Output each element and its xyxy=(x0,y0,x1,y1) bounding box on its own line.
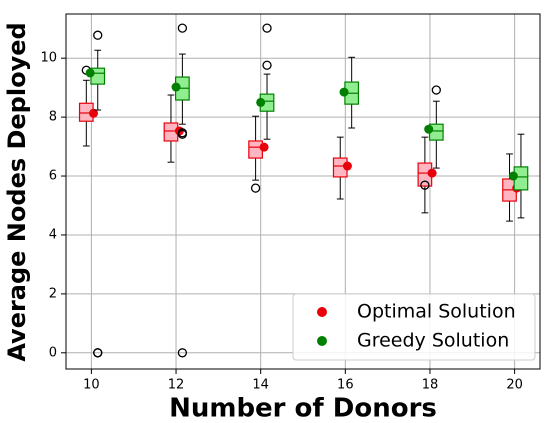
x-tick-label: 16 xyxy=(337,378,354,393)
y-tick-label: 2 xyxy=(49,286,57,301)
legend-label: Greedy Solution xyxy=(357,330,509,352)
outlier xyxy=(420,180,430,190)
outlier xyxy=(262,60,272,70)
mean-point xyxy=(508,171,518,181)
mean-point xyxy=(89,108,99,118)
x-tick-label: 14 xyxy=(252,378,269,393)
y-tick-label: 4 xyxy=(49,227,57,242)
y-tick-label: 6 xyxy=(49,169,57,184)
outlier xyxy=(93,348,103,358)
outlier xyxy=(177,23,188,33)
legend-marker xyxy=(317,336,327,346)
mean-point xyxy=(85,68,95,78)
outlier xyxy=(431,85,441,95)
mean-point xyxy=(424,124,434,134)
x-axis-label: Number of Donors xyxy=(169,394,437,423)
x-tick-label: 20 xyxy=(506,378,523,393)
mean-point xyxy=(171,82,181,92)
y-tick-label: 0 xyxy=(49,345,57,360)
mean-point xyxy=(339,87,349,97)
x-tick-label: 12 xyxy=(168,378,185,393)
outlier xyxy=(250,183,261,193)
legend-marker xyxy=(317,307,327,317)
mean-point xyxy=(342,161,352,171)
mean-point xyxy=(256,97,266,107)
x-tick-label: 18 xyxy=(422,378,439,393)
y-axis-label: Average Nodes Deployed xyxy=(3,22,31,361)
outlier xyxy=(177,129,188,139)
x-tick-label: 10 xyxy=(83,378,100,393)
y-tick-label: 8 xyxy=(49,110,57,125)
y-tick-label: 10 xyxy=(40,51,57,66)
legend-box xyxy=(292,293,536,361)
mean-point xyxy=(427,168,437,178)
plot-frame xyxy=(65,13,541,370)
outlier xyxy=(93,30,103,40)
outlier xyxy=(262,23,272,33)
outlier xyxy=(177,348,188,358)
mean-point xyxy=(259,142,269,152)
legend-label: Optimal Solution xyxy=(357,301,516,323)
